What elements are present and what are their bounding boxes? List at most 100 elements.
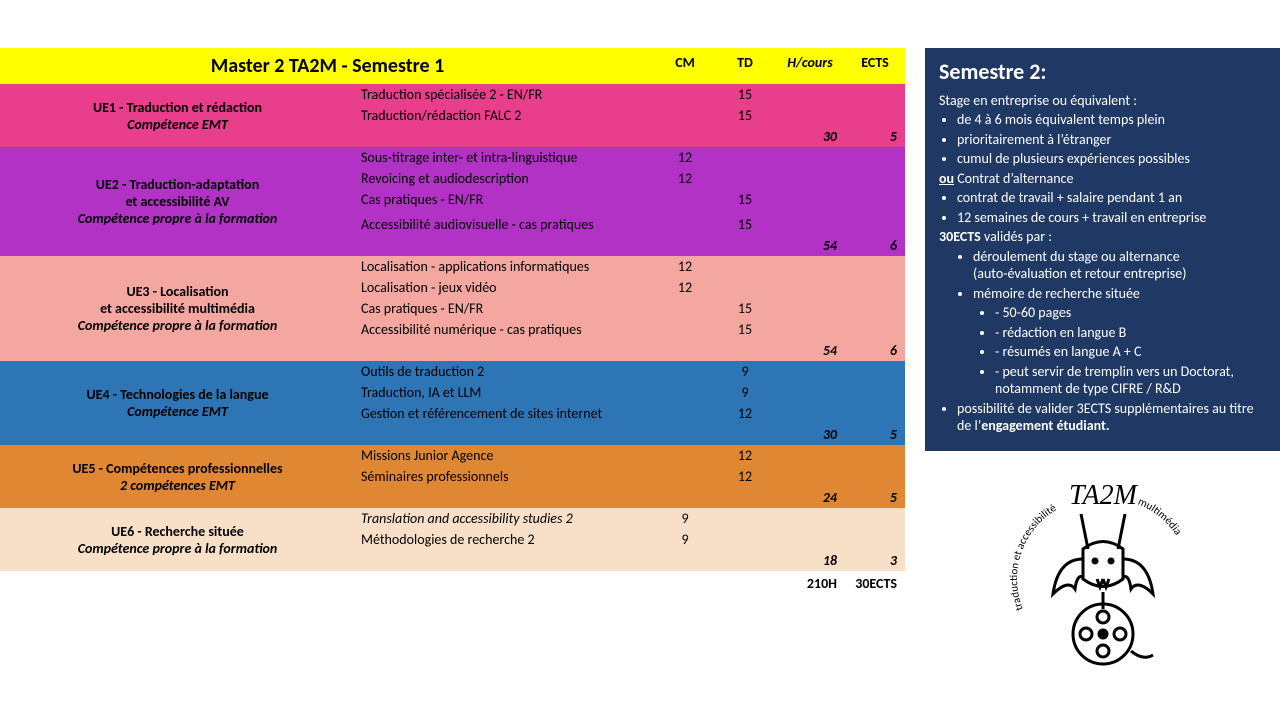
course-name: Revoicing et audiodescription: [355, 168, 655, 189]
table-row: UE4 - Technologies de la langueCompétenc…: [0, 361, 905, 382]
col-ects: ECTS: [845, 48, 905, 84]
course-td: 9: [715, 382, 775, 403]
course-cm: [655, 298, 715, 319]
course-name: Localisation - jeux vidéo: [355, 277, 655, 298]
course-hcours: [775, 382, 845, 403]
sem2-extra-bullet: possibilité de valider 3ECTS supplémenta…: [957, 400, 1266, 435]
course-cm: 9: [655, 508, 715, 529]
ue-hcours: 30: [775, 126, 845, 147]
course-cm: 12: [655, 277, 715, 298]
list-item: prioritairement à l’étranger: [957, 131, 1266, 149]
course-cm: [655, 214, 715, 235]
grand-total-row: 210H30ECTS: [0, 571, 905, 594]
course-name: Gestion et référencement de sites intern…: [355, 403, 655, 424]
ue-hcours: 54: [775, 340, 845, 361]
ue-ects: 6: [845, 340, 905, 361]
col-td: TD: [715, 48, 775, 84]
course-name: Sous-titrage inter- et intra-linguistiqu…: [355, 147, 655, 168]
course-hcours: [775, 403, 845, 424]
table-title: Master 2 TA2M - Semestre 1: [0, 48, 655, 84]
table-row: UE6 - Recherche situéeCompétence propre …: [0, 508, 905, 529]
course-ects: [845, 382, 905, 403]
list-item: - 50-60 pages: [995, 304, 1266, 322]
sem2-ects-line: 30ECTS validés par :: [939, 228, 1266, 246]
grand-total-hours: 210H: [775, 571, 845, 594]
list-item: 12 semaines de cours + travail en entrep…: [957, 209, 1266, 227]
course-cm: [655, 189, 715, 210]
course-td: 15: [715, 105, 775, 126]
course-cm: [655, 319, 715, 340]
course-name: Traduction/rédaction FALC 2: [355, 105, 655, 126]
course-ects: [845, 466, 905, 487]
course-cm: [655, 445, 715, 466]
curriculum-table: Master 2 TA2M - Semestre 1 CM TD H/cours…: [0, 48, 905, 594]
course-hcours: [775, 189, 845, 210]
table-header-row: Master 2 TA2M - Semestre 1 CM TD H/cours…: [0, 48, 905, 84]
ue-subtitle: Compétence propre à la formation: [6, 317, 349, 334]
sem2-or-line: ou Contrat d’alternance: [939, 170, 1266, 188]
course-name: Méthodologies de recherche 2: [355, 529, 655, 550]
course-td: [715, 168, 775, 189]
sem2-validated-list: déroulement du stage ou alternance(auto-…: [973, 248, 1266, 398]
course-td: 12: [715, 403, 775, 424]
logo-tagline-left: traduction et accessibilité: [1007, 500, 1059, 612]
ue-ects: 5: [845, 126, 905, 147]
logo-tagline-right: multimédia: [1136, 494, 1184, 537]
course-cm: [655, 403, 715, 424]
course-name: Cas pratiques - EN/FR: [355, 189, 655, 210]
table-row: UE5 - Compétences professionnelles2 comp…: [0, 445, 905, 466]
course-name: Localisation - applications informatique…: [355, 256, 655, 277]
list-item-paren: (auto-évaluation et retour entreprise): [973, 265, 1266, 283]
ue-total-spacer: [355, 235, 775, 256]
ue-cell: UE5 - Compétences professionnelles2 comp…: [0, 445, 355, 508]
col-cm: CM: [655, 48, 715, 84]
course-hcours: [775, 529, 845, 550]
table-row: UE3 - Localisationet accessibilité multi…: [0, 256, 905, 277]
table-row: UE1 - Traduction et rédactionCompétence …: [0, 84, 905, 105]
logo-wrap: traduction et accessibilité multimédia T…: [925, 459, 1280, 669]
list-item: - rédaction en langue B: [995, 324, 1266, 342]
course-name: Accessibilité audiovisuelle - cas pratiq…: [355, 214, 655, 235]
ue-total-spacer: [355, 424, 775, 445]
course-hcours: [775, 319, 845, 340]
ue-total-spacer: [355, 487, 775, 508]
course-name: Missions Junior Agence: [355, 445, 655, 466]
ue-total-spacer: [355, 550, 775, 571]
course-ects: [845, 189, 905, 210]
ue-title: UE3 - Localisation: [126, 283, 228, 300]
ue-cell: UE6 - Recherche situéeCompétence propre …: [0, 508, 355, 571]
course-hcours: [775, 256, 845, 277]
ue-subtitle: Compétence propre à la formation: [6, 540, 349, 557]
course-ects: [845, 105, 905, 126]
course-ects: [845, 508, 905, 529]
ue-title: UE1 - Traduction et rédaction: [93, 99, 262, 116]
course-td: [715, 529, 775, 550]
course-hcours: [775, 277, 845, 298]
course-hcours: [775, 298, 845, 319]
svg-text:multimédia: multimédia: [1136, 494, 1184, 537]
course-ects: [845, 84, 905, 105]
course-td: [715, 147, 775, 168]
course-ects: [845, 445, 905, 466]
course-name: Accessibilité numérique - cas pratiques: [355, 319, 655, 340]
course-hcours: [775, 147, 845, 168]
ue-total-spacer: [355, 126, 775, 147]
course-td: 15: [715, 189, 775, 210]
grand-total-spacer: [0, 571, 775, 594]
sem2-or-rest: Contrat d’alternance: [954, 170, 1073, 187]
course-ects: [845, 168, 905, 189]
ue-hcours: 54: [775, 235, 845, 256]
course-ects: [845, 147, 905, 168]
semester1-panel: Master 2 TA2M - Semestre 1 CM TD H/cours…: [0, 0, 905, 720]
course-ects: [845, 361, 905, 382]
list-item: - résumés en langue A + C: [995, 343, 1266, 361]
semester2-box: Semestre 2: Stage en entreprise ou équiv…: [925, 48, 1280, 451]
course-ects: [845, 298, 905, 319]
ue-ects: 6: [845, 235, 905, 256]
ue-cell: UE4 - Technologies de la langueCompétenc…: [0, 361, 355, 445]
ue-cell: UE2 - Traduction-adaptationet accessibil…: [0, 147, 355, 256]
ue-title: UE6 - Recherche située: [111, 523, 244, 540]
film-reel-icon: [1073, 604, 1153, 664]
course-cm: [655, 84, 715, 105]
list-item: mémoire de recherche située- 50-60 pages…: [973, 285, 1266, 398]
